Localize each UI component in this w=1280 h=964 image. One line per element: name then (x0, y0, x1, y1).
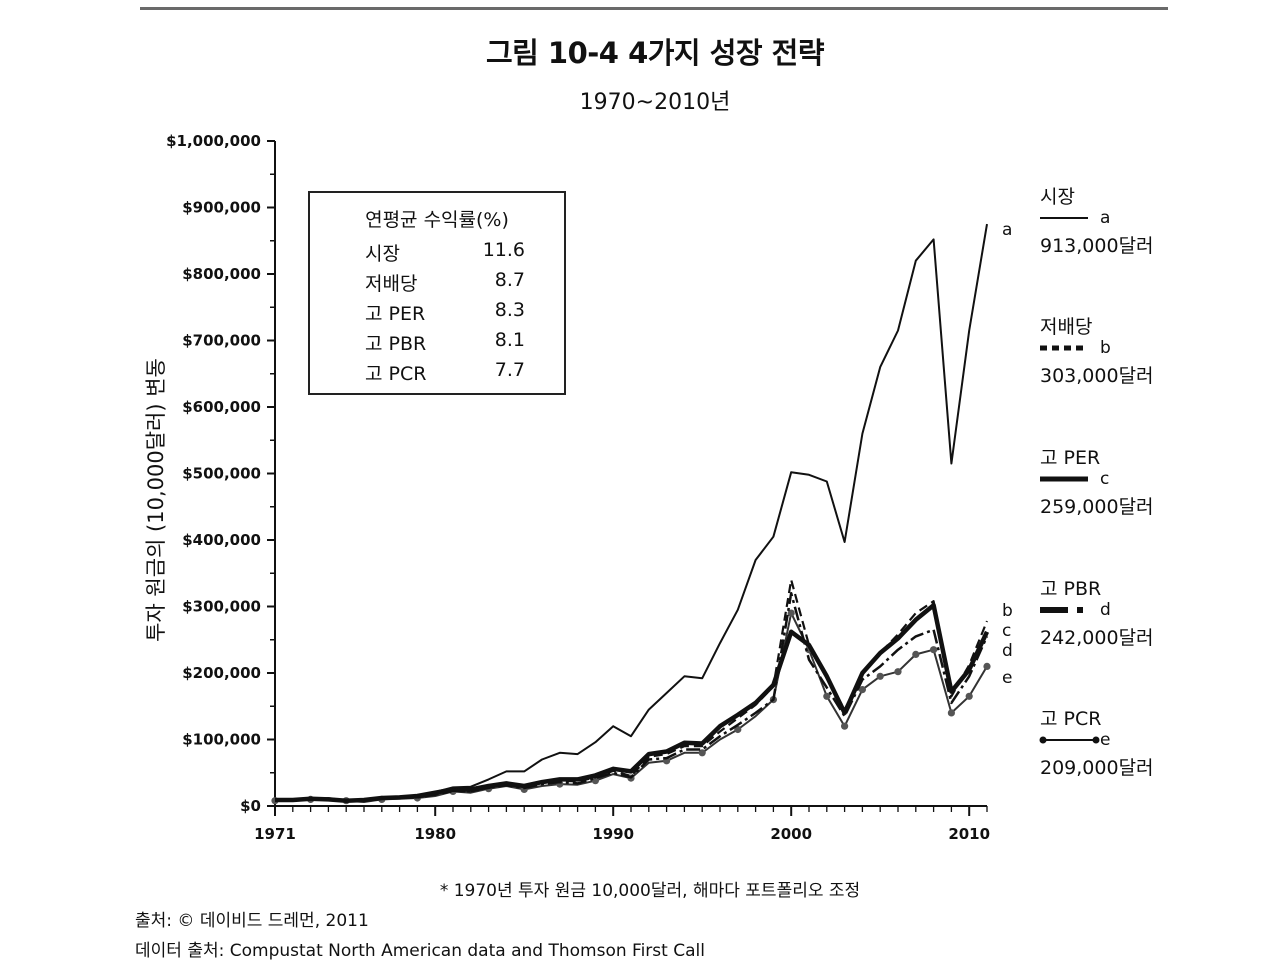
series-line-c (275, 602, 990, 803)
y-tick-label: $600,000 (182, 398, 261, 416)
y-tick-label: $400,000 (182, 531, 261, 549)
legend-letter-a: a (1100, 208, 1110, 228)
strategy-name: 고 PCR (365, 363, 427, 385)
series-line-e (275, 612, 988, 803)
data-point-e (983, 662, 991, 671)
series-end-label-e: e (1002, 668, 1012, 688)
data-point-e (591, 777, 600, 785)
x-tick-label: 1980 (414, 825, 456, 843)
series-end-label-c: c (1002, 621, 1011, 641)
top-rule (140, 7, 1168, 10)
legend-name-e: 고 PCR (1040, 708, 1101, 730)
strategy-return: 8.3 (494, 299, 525, 321)
strategy-name: 고 PBR (365, 333, 427, 355)
legend-swatch-dot-e (1039, 736, 1047, 744)
legend-name-c: 고 PER (1040, 447, 1100, 469)
y-tick-label: $0 (240, 797, 261, 815)
legend-letter-c: c (1100, 469, 1109, 489)
strategy-return: 11.6 (482, 239, 525, 261)
legend-final-value-b: 303,000달러 (1040, 365, 1154, 387)
annual-return-box: 연평균 수익률(%) 시장 11.6 저배당 8.7 고 PER 8.3 고 P… (308, 191, 566, 395)
axes: $0 $100,000 $200,000 $300,000 $400,000 $500,0… (166, 132, 990, 843)
series-end-label-d: d (1002, 641, 1013, 661)
data-point-e (787, 609, 795, 617)
strategy-return: 8.7 (494, 269, 525, 291)
legend-final-value-d: 242,000달러 (1040, 627, 1154, 649)
data-point-e (858, 686, 867, 694)
legend-swatch-dot-e (1092, 736, 1100, 744)
legend-final-value-c: 259,000달러 (1040, 496, 1154, 518)
series-line-a (275, 223, 988, 801)
data-point-e (930, 646, 938, 654)
legend-name-d: 고 PBR (1040, 578, 1101, 600)
y-tick-label: $500,000 (182, 465, 261, 483)
legend-final-value-e: 209,000달러 (1040, 757, 1154, 779)
legend-letter-d: d (1100, 600, 1111, 620)
data-point-e (876, 672, 884, 680)
y-tick-label: $800,000 (182, 265, 261, 283)
data-point-e (734, 725, 742, 734)
chart-title: 그림 10-4 4가지 성장 전략 (485, 36, 825, 70)
source-credit: 출처: © 데이비드 드레먼, 2011 (135, 911, 369, 931)
legend-letter-e: e (1100, 730, 1110, 750)
series-line-b (275, 578, 989, 803)
y-tick-label: $100,000 (182, 731, 261, 749)
data-point-e (698, 749, 706, 757)
data-point-e (894, 668, 902, 676)
x-tick-label: 2000 (770, 825, 812, 843)
y-tick-label: $1,000,000 (166, 132, 261, 150)
legend-name-b: 저배당 (1040, 316, 1092, 338)
y-tick-label: $200,000 (182, 664, 261, 682)
data-point-e (841, 722, 849, 730)
strategy-name: 저배당 (365, 273, 418, 295)
series-lines (271, 223, 991, 805)
data-point-e (947, 709, 956, 717)
data-point-e (823, 692, 831, 700)
y-tick-label: $900,000 (182, 199, 261, 217)
y-tick-label: $700,000 (182, 332, 261, 350)
series-end-label-b: b (1002, 601, 1013, 621)
chart-subtitle: 1970~2010년 (579, 90, 731, 115)
x-tick-label: 1971 (254, 825, 296, 843)
strategy-return: 7.7 (494, 359, 525, 381)
annual-return-title: 연평균 수익률(%) (365, 209, 509, 231)
strategy-name: 시장 (365, 243, 400, 265)
data-point-e (965, 692, 973, 700)
legend-name-a: 시장 (1040, 186, 1075, 208)
x-tick-label: 2010 (948, 825, 990, 843)
legend-final-value-a: 913,000달러 (1040, 235, 1154, 257)
strategy-name: 고 PER (365, 303, 426, 325)
y-tick-label: $300,000 (182, 598, 261, 616)
footnote: * 1970년 투자 원금 10,000달러, 해마다 포트폴리오 조정 (439, 881, 861, 901)
x-tick-label: 1990 (592, 825, 634, 843)
data-source-credit: 데이터 출처: Compustat North American data an… (135, 941, 705, 961)
strategy-return: 8.1 (494, 329, 525, 351)
series-end-label-a: a (1002, 220, 1012, 240)
legend-letter-b: b (1100, 338, 1111, 358)
data-point-e (912, 650, 920, 659)
